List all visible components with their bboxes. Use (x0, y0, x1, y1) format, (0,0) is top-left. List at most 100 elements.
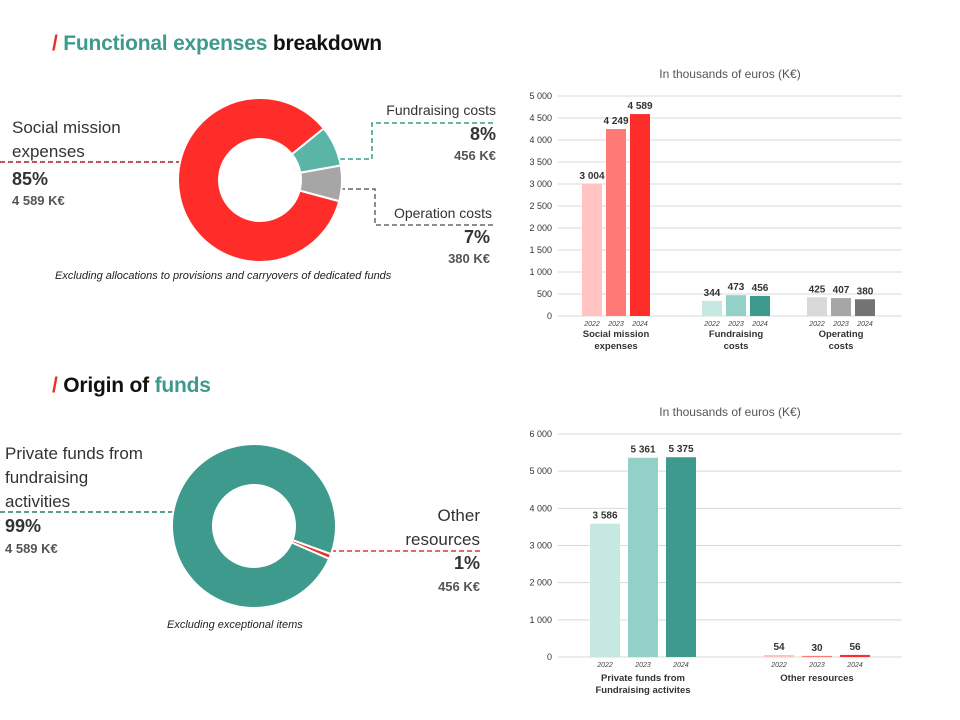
private-funds-label: Private funds from fundraising activitie… (5, 442, 143, 514)
bar-value-label: 5 375 (668, 444, 693, 455)
expenses-note: Excluding allocations to provisions and … (55, 270, 392, 282)
social-mission-pct: 85% (12, 169, 49, 189)
bar (831, 298, 851, 316)
category-label: Operating (819, 329, 864, 340)
bar (590, 523, 620, 657)
bar (750, 295, 770, 316)
y-tick-label: 1 000 (529, 615, 552, 625)
bar (702, 300, 722, 316)
y-tick-label: 1 500 (529, 245, 552, 255)
year-label: 2024 (672, 662, 689, 669)
bar (840, 654, 870, 657)
bar-value-label: 4 589 (627, 101, 652, 112)
category-label: expenses (594, 341, 637, 352)
bar-value-label: 30 (811, 643, 823, 654)
bar-value-label: 473 (728, 282, 745, 293)
year-label: 2023 (634, 662, 651, 669)
category-label: Private funds from (601, 673, 685, 684)
bar-chart-funds: In thousands of euros (K€) 0 1 000 2 000 3 0… (529, 405, 902, 696)
y-tick-label: 2 000 (529, 578, 552, 588)
bar (628, 457, 658, 657)
category-label: costs (829, 341, 854, 352)
other-resources-pct: 1% (453, 553, 480, 573)
bar (807, 297, 827, 316)
bar-value-label: 5 361 (630, 445, 655, 456)
bar (802, 655, 832, 657)
operation-costs-pct: 7% (463, 227, 490, 247)
title-slash: / (52, 374, 58, 397)
title-part1: Origin of (63, 374, 149, 397)
other-label-line2: resources (405, 530, 480, 549)
title-slash: / (52, 32, 58, 55)
bar (726, 295, 746, 316)
y-tick-label: 0 (547, 652, 552, 662)
y-tick-label: 3 500 (529, 157, 552, 167)
category-label: Other resources (780, 673, 853, 684)
title-part1: Functional expenses (63, 32, 268, 55)
bar-value-label: 407 (833, 285, 850, 296)
year-label: 2023 (607, 321, 624, 328)
year-label: 2024 (846, 662, 863, 669)
funds-note: Excluding exceptional items (167, 619, 303, 631)
y-tick-label: 4 000 (529, 503, 552, 513)
year-label: 2024 (631, 321, 648, 328)
bar-value-label: 56 (849, 642, 861, 653)
category-label: Fundraising activites (595, 685, 690, 696)
bar-value-label: 456 (752, 283, 769, 294)
other-label-line1: Other (437, 506, 480, 525)
bar (855, 299, 875, 316)
fundraising-costs-value: 456 K€ (454, 148, 496, 163)
donut-slice-social-mission (177, 97, 341, 263)
title-part2: funds (154, 374, 211, 397)
social-mission-value: 4 589 K€ (12, 193, 65, 208)
social-label-line1: Social mission (12, 118, 121, 137)
y-tick-label: 2 500 (529, 201, 552, 211)
bar (764, 654, 794, 657)
title-part2: breakdown (272, 32, 382, 55)
bar-value-label: 3 586 (592, 511, 617, 522)
operation-costs-value: 380 K€ (448, 251, 490, 266)
bar-value-label: 344 (704, 288, 721, 299)
year-label: 2022 (596, 662, 613, 669)
year-label: 2024 (751, 321, 768, 328)
chart-title: In thousands of euros (K€) (659, 67, 800, 81)
y-tick-label: 3 000 (529, 179, 552, 189)
category-label: costs (724, 341, 749, 352)
y-tick-label: 4 000 (529, 135, 552, 145)
year-label: 2023 (727, 321, 744, 328)
bar (582, 183, 602, 316)
other-resources-value: 456 K€ (438, 579, 480, 594)
social-label-line2: expenses (12, 142, 85, 161)
section1-title: / Functional expenses breakdown (52, 32, 382, 56)
bar (606, 129, 626, 316)
donut-slice-private-funds (171, 443, 337, 609)
private-label-line1: Private funds from (5, 444, 143, 463)
social-mission-label: Social mission expenses (12, 116, 121, 164)
bar-chart-expenses: In thousands of euros (K€) 0 500 1 000 1 500… (529, 67, 902, 352)
private-label-line2: fundraising (5, 468, 89, 487)
bar-value-label: 3 004 (579, 171, 604, 182)
y-tick-label: 3 000 (529, 541, 552, 551)
y-tick-label: 5 000 (529, 91, 552, 101)
y-tick-label: 2 000 (529, 223, 552, 233)
year-label: 2024 (856, 321, 873, 328)
section2-title: / Origin of funds (52, 374, 211, 398)
private-funds-pct: 99% (5, 516, 42, 536)
operation-costs-label: Operation costs (393, 205, 492, 221)
fundraising-costs-label: Fundraising costs (386, 102, 496, 118)
year-label: 2022 (583, 321, 600, 328)
y-tick-label: 0 (547, 311, 552, 321)
fundraising-costs-pct: 8% (469, 124, 496, 144)
bar-value-label: 4 249 (603, 116, 628, 127)
category-label: Fundraising (709, 329, 764, 340)
bar-value-label: 54 (773, 642, 785, 653)
private-label-line3: activities (5, 492, 71, 511)
year-label: 2023 (808, 662, 825, 669)
y-tick-label: 5 000 (529, 466, 552, 476)
year-label: 2022 (770, 662, 787, 669)
y-tick-label: 6 000 (529, 429, 552, 439)
other-resources-label: Other resources (405, 504, 480, 552)
y-tick-label: 500 (537, 289, 552, 299)
category-label: Social mission (583, 329, 650, 340)
chart-title: In thousands of euros (K€) (659, 405, 800, 419)
